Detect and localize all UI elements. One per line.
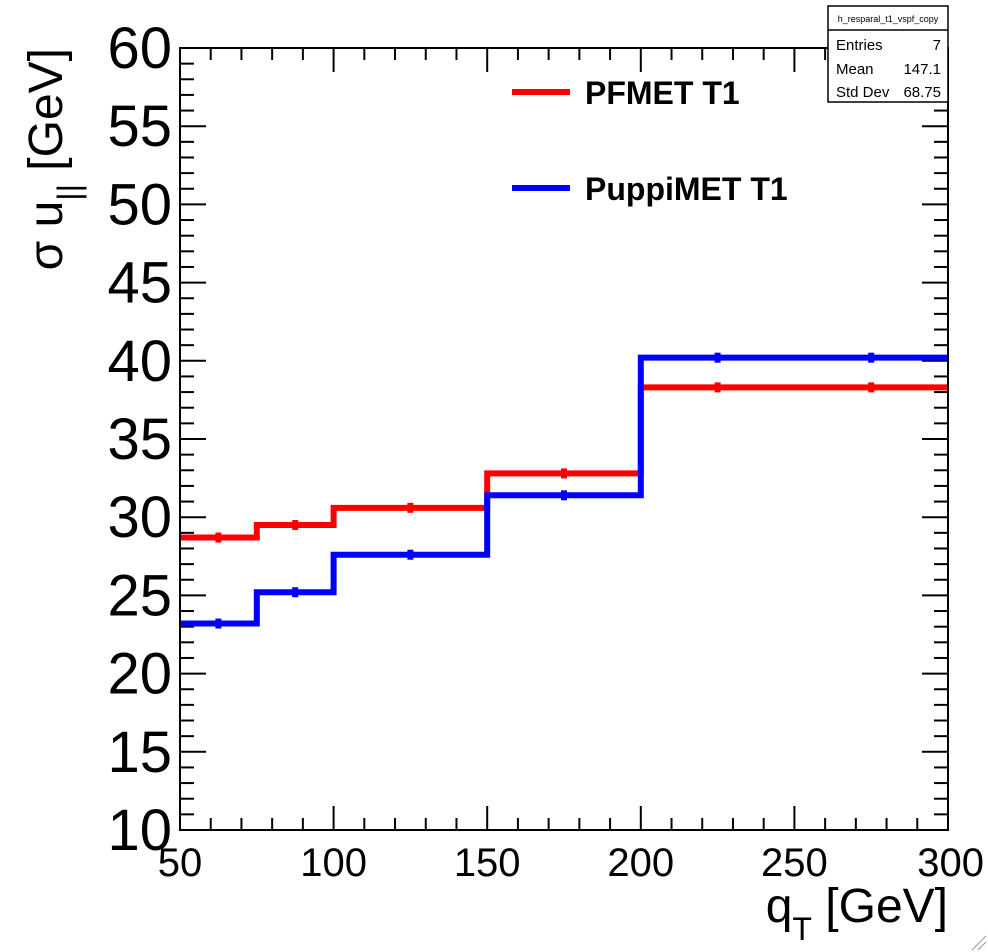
series-line-puppimet (180, 354, 948, 627)
plot-frame (179, 47, 949, 831)
y-tick-label: 45 (107, 251, 172, 316)
stats-mean-label: Mean (836, 61, 874, 78)
series-group (180, 352, 948, 629)
stats-stddev-value: 68.75 (903, 84, 941, 101)
y-tick-label: 60 (107, 16, 172, 81)
stats-box: h_resparal_t1_vspf_copy Entries 7 Mean 1… (827, 5, 949, 103)
bin-marker (292, 587, 299, 598)
series-line-pfmet (180, 384, 948, 541)
bin-marker (292, 520, 299, 531)
bin-marker (407, 549, 414, 560)
legend: PFMET T1 PuppiMET T1 (512, 75, 788, 207)
y-tick-label: 20 (107, 642, 172, 707)
y-tick-label: 30 (107, 485, 172, 550)
x-tick-label: 200 (607, 841, 674, 885)
x-tick-label: 50 (158, 841, 203, 885)
tick-labels: 10 15 20 25 30 35 40 45 50 55 60 50 100 150 200 250 300 (107, 16, 984, 885)
stats-title: h_resparal_t1_vspf_copy (838, 14, 939, 24)
bin-marker (868, 382, 875, 393)
y-tick-label: 50 (107, 172, 172, 237)
y-tick-label: 25 (107, 563, 172, 628)
y-tick-label: 10 (107, 798, 172, 863)
bin-marker (215, 618, 222, 629)
legend-label-pfmet: PFMET T1 (585, 75, 740, 111)
stats-mean-value: 147.1 (903, 61, 941, 78)
y-tick-label: 55 (107, 94, 172, 159)
bin-marker (714, 352, 721, 363)
bin-marker (561, 490, 567, 501)
stats-stddev-label: Std Dev (836, 84, 890, 101)
y-tick-label: 40 (107, 329, 172, 394)
y-tick-label: 35 (107, 407, 172, 472)
y-axis-label: σ u|| [GeV] (20, 48, 87, 270)
stats-entries-label: Entries (836, 37, 883, 54)
bin-marker (407, 502, 414, 513)
x-tick-label: 250 (761, 841, 828, 885)
bin-marker (868, 352, 875, 363)
x-axis-label: qT [GeV] (766, 880, 948, 947)
y-tick-label: 15 (107, 720, 172, 785)
legend-label-puppimet: PuppiMET T1 (585, 171, 788, 207)
stats-entries-value: 7 (933, 37, 941, 54)
resize-handle-icon[interactable] (971, 935, 987, 951)
bin-marker (714, 382, 721, 393)
bin-marker (561, 468, 567, 479)
x-tick-label: 150 (454, 841, 521, 885)
x-tick-label: 100 (300, 841, 367, 885)
bin-marker (215, 532, 222, 543)
x-tick-label: 300 (917, 841, 984, 885)
axis-ticks (179, 47, 949, 831)
